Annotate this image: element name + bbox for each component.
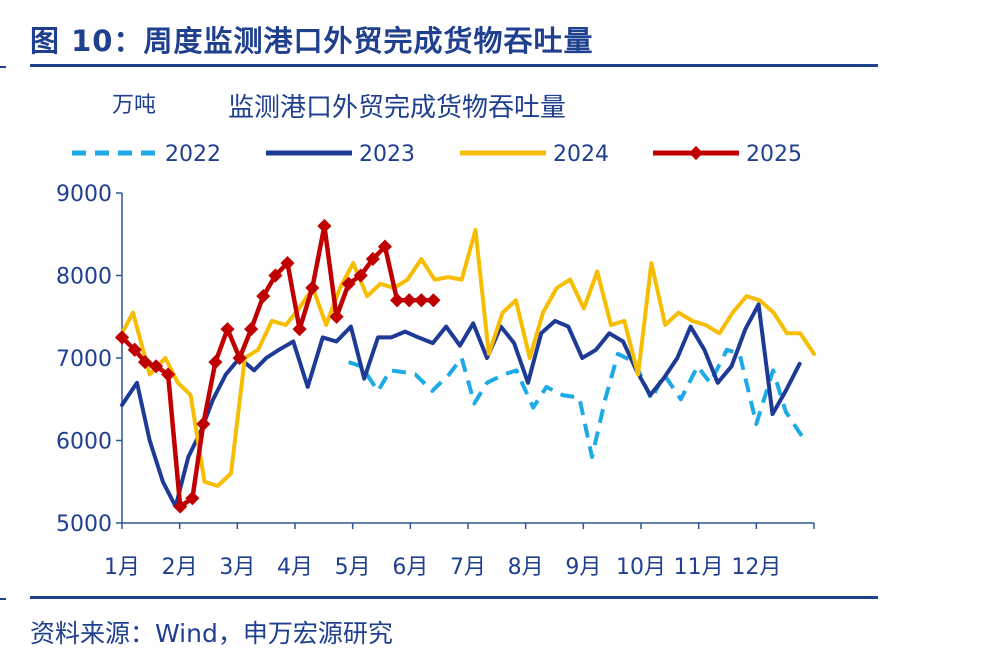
data-point-2025 xyxy=(414,293,429,308)
series-line-2023 xyxy=(120,302,802,509)
data-point-2025 xyxy=(317,218,332,234)
data-point-2025 xyxy=(220,322,235,337)
x-tick-label: 2月 xyxy=(162,555,198,580)
x-tick-label: 11月 xyxy=(674,555,724,580)
x-tick-label: 5月 xyxy=(335,555,371,580)
legend-label-2024: 2024 xyxy=(553,142,609,167)
series-line-2022 xyxy=(347,347,807,459)
data-point-2025 xyxy=(244,322,259,337)
y-tick-label: 9000 xyxy=(56,182,112,207)
series-group xyxy=(114,218,816,514)
data-point-2025 xyxy=(292,322,307,337)
x-tick-label: 9月 xyxy=(565,555,601,580)
data-point-2025 xyxy=(137,355,153,370)
y-tick-label: 6000 xyxy=(56,430,112,455)
data-point-2025 xyxy=(280,256,295,271)
data-point-2025 xyxy=(426,293,441,308)
data-point-2025 xyxy=(402,293,417,308)
x-tick-label: 12月 xyxy=(731,555,781,580)
y-tick-label: 8000 xyxy=(56,265,112,290)
x-tick-label: 10月 xyxy=(616,555,666,580)
legend-label-2022: 2022 xyxy=(165,142,221,167)
y-tick-label: 5000 xyxy=(56,512,112,537)
legend: 2022 2023 2024 2025 xyxy=(72,142,802,167)
data-point-2025 xyxy=(196,416,211,432)
data-point-2025 xyxy=(173,499,188,514)
edge-marker-top xyxy=(0,66,6,68)
legend-label-2025: 2025 xyxy=(746,142,802,167)
x-tick-label: 3月 xyxy=(219,555,255,580)
data-point-2025 xyxy=(329,309,344,324)
data-point-2025 xyxy=(127,342,142,357)
series-line-2024 xyxy=(120,228,816,488)
data-point-2025 xyxy=(208,355,223,370)
data-point-2025 xyxy=(353,268,368,283)
x-tick-label: 4月 xyxy=(277,555,313,580)
axes: 5000 6000 7000 8000 9000 1月 2月 3月 4月 5月 6月 7月 8月 9月 10… xyxy=(56,182,815,580)
data-point-2025 xyxy=(148,359,164,374)
data-point-2025 xyxy=(365,251,380,267)
data-point-2025 xyxy=(256,289,271,304)
legend-marker-2025 xyxy=(688,145,704,161)
source-note: 资料来源：Wind，申万宏源研究 xyxy=(30,619,393,648)
figure-title: 图 10：周度监测港口外贸完成货物吞吐量 xyxy=(30,24,594,58)
title-rule xyxy=(30,64,878,67)
data-point-2025 xyxy=(114,330,130,345)
chart-title: 监测港口外贸完成货物吞吐量 xyxy=(228,93,566,123)
x-tick-label: 1月 xyxy=(104,555,140,580)
data-point-2025 xyxy=(232,350,247,366)
data-point-2025 xyxy=(305,280,320,295)
y-tick-label: 7000 xyxy=(56,347,112,372)
source-rule xyxy=(30,596,878,599)
data-point-2025 xyxy=(390,293,405,308)
legend-label-2023: 2023 xyxy=(359,142,415,167)
x-tick-label: 7月 xyxy=(450,555,486,580)
edge-marker-bottom xyxy=(0,598,6,600)
x-tick-label: 8月 xyxy=(508,555,544,580)
x-tick-label: 6月 xyxy=(392,555,428,580)
y-axis-unit: 万吨 xyxy=(112,93,156,118)
